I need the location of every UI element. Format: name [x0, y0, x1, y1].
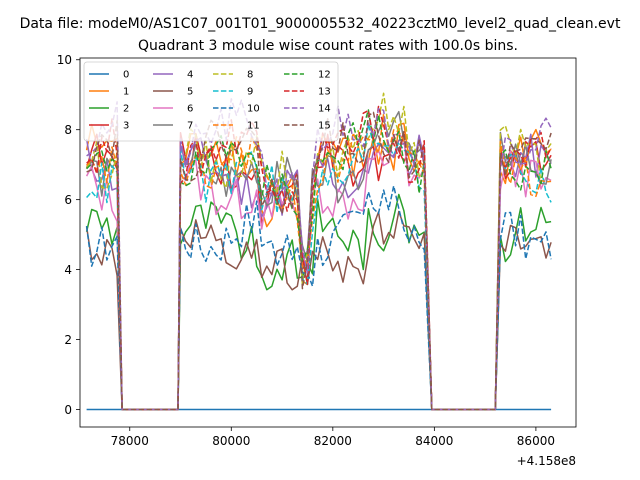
x-tick-label-82000: 82000: [314, 434, 352, 448]
x-axis: 78000 80000 82000 84000 86000: [111, 427, 555, 448]
x-tick-label-80000: 80000: [212, 434, 250, 448]
x-tick-label-78000: 78000: [111, 434, 149, 448]
y-tick-label-4: 4: [64, 263, 72, 277]
x-tick-label-86000: 86000: [517, 434, 555, 448]
plot-frame: [79, 57, 577, 428]
legend-label-0: 0: [123, 70, 129, 81]
legend-label-6: 6: [187, 104, 193, 115]
legend-box: [83, 61, 339, 142]
figure-suptitle: Data file: modeM0/AS1C07_001T01_90000055…: [20, 16, 621, 32]
legend-label-3: 3: [123, 121, 129, 132]
y-tick-label-0: 0: [64, 403, 72, 417]
series-layer: [85, 92, 552, 411]
legend-label-1: 1: [123, 87, 129, 98]
legend-label-2: 2: [123, 104, 129, 115]
y-axis: 0 2 4 6 8 10: [57, 53, 80, 417]
series-line-15: [86, 111, 552, 411]
legend-label-15: 15: [318, 121, 331, 132]
legend-label-12: 12: [318, 70, 331, 81]
y-tick-label-2: 2: [64, 333, 72, 347]
legend-label-9: 9: [247, 87, 253, 98]
legend-label-13: 13: [318, 87, 331, 98]
y-tick-label-8: 8: [64, 123, 72, 137]
legend-label-4: 4: [187, 70, 193, 81]
legend-label-11: 11: [247, 121, 260, 132]
legend-label-8: 8: [247, 70, 253, 81]
legend-label-10: 10: [247, 104, 260, 115]
legend-label-5: 5: [187, 87, 193, 98]
axes-title: Quadrant 3 module wise count rates with …: [138, 38, 518, 54]
x-tick-label-84000: 84000: [415, 434, 453, 448]
legend-label-7: 7: [187, 121, 193, 132]
y-tick-label-10: 10: [57, 53, 72, 67]
y-tick-label-6: 6: [64, 193, 72, 207]
x-offset-label: +4.158e8: [517, 454, 576, 468]
legend-label-14: 14: [318, 104, 331, 115]
